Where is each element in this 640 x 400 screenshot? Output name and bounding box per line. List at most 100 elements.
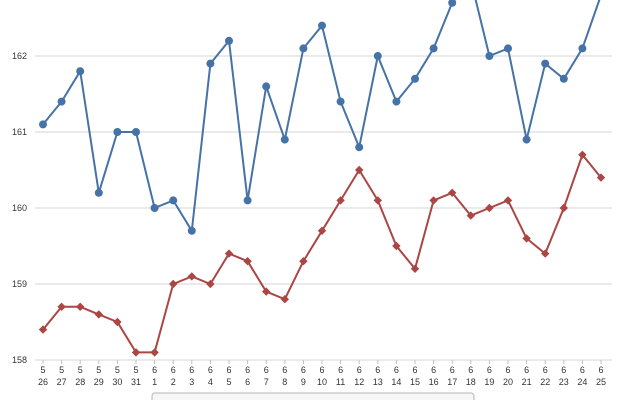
data-point [541, 59, 550, 68]
data-point [132, 128, 140, 136]
x-tick-month: 6 [468, 365, 473, 375]
x-tick-month: 5 [78, 365, 83, 375]
x-tick-day: 2 [171, 377, 176, 387]
x-tick-month: 6 [282, 365, 287, 375]
series-lower [38, 150, 606, 357]
data-point [169, 196, 178, 205]
data-point [485, 52, 494, 60]
x-tick-day: 17 [447, 377, 457, 387]
data-point [38, 325, 48, 334]
x-tick-month: 5 [115, 365, 120, 375]
x-tick-month: 6 [431, 365, 436, 375]
x-tick-day: 18 [466, 377, 476, 387]
x-axis-ticks: 5265275285295305316162636465666768696106… [38, 360, 606, 387]
x-tick-month: 6 [189, 365, 194, 375]
x-tick-day: 28 [75, 377, 85, 387]
data-point [392, 97, 401, 106]
x-tick-day: 11 [336, 377, 345, 387]
x-tick-day: 21 [522, 377, 532, 387]
series-upper [39, 0, 601, 235]
series-line-lower [42, 153, 602, 354]
x-tick-day: 8 [282, 377, 287, 387]
y-tick-label: 159 [12, 279, 27, 289]
x-tick-day: 6 [245, 377, 250, 387]
data-point [578, 44, 587, 53]
x-tick-month: 6 [598, 365, 603, 375]
data-point [503, 196, 513, 205]
x-tick-day: 10 [317, 377, 327, 387]
x-tick-month: 5 [133, 365, 138, 375]
x-tick-month: 6 [357, 365, 362, 375]
x-tick-day: 19 [484, 377, 494, 387]
data-point [131, 348, 141, 357]
x-tick-day: 7 [264, 377, 269, 387]
data-point [522, 234, 531, 243]
x-tick-day: 9 [301, 377, 306, 387]
x-tick-day: 24 [577, 377, 587, 387]
x-tick-day: 1 [152, 377, 157, 387]
data-point [243, 196, 252, 205]
data-point [504, 44, 512, 53]
data-point [355, 165, 364, 175]
data-point [429, 44, 438, 53]
data-point [57, 97, 66, 106]
data-point [76, 67, 85, 76]
data-point [94, 310, 103, 319]
data-point [411, 74, 419, 83]
x-tick-day: 25 [596, 377, 606, 387]
data-point [150, 204, 159, 212]
x-tick-month: 5 [40, 365, 45, 375]
data-point [299, 257, 308, 266]
data-point [39, 120, 47, 129]
data-point [113, 128, 122, 136]
x-tick-month: 6 [152, 365, 157, 375]
data-point [392, 241, 401, 251]
data-point [373, 52, 382, 60]
data-point [169, 279, 178, 289]
data-point [57, 302, 66, 311]
x-tick-month: 5 [96, 365, 101, 375]
x-tick-day: 16 [429, 377, 439, 387]
y-tick-label: 158 [12, 355, 27, 365]
x-tick-day: 5 [226, 377, 231, 387]
data-point [224, 249, 234, 258]
x-tick-day: 27 [57, 377, 67, 387]
data-point [317, 226, 327, 235]
x-tick-day: 26 [38, 377, 48, 387]
data-point [336, 196, 345, 205]
data-point [150, 348, 159, 357]
y-tick-label: 162 [12, 51, 27, 61]
y-axis-ticks: 158 159 160 161 162 [12, 51, 27, 365]
x-tick-month: 6 [208, 365, 213, 375]
data-point [448, 188, 457, 197]
x-tick-day: 31 [131, 377, 141, 387]
data-point [466, 211, 475, 220]
data-point [410, 264, 420, 273]
x-tick-month: 6 [171, 365, 176, 375]
x-tick-day: 20 [503, 377, 513, 387]
x-tick-month: 6 [561, 365, 566, 375]
x-tick-month: 6 [524, 365, 529, 375]
x-tick-day: 22 [540, 377, 550, 387]
data-point [522, 135, 531, 144]
data-point [559, 74, 568, 83]
range-scrollbar[interactable] [151, 392, 475, 400]
data-point [429, 196, 438, 205]
data-point [355, 143, 364, 152]
x-tick-day: 4 [208, 377, 213, 387]
data-point [187, 226, 196, 235]
data-point [485, 203, 494, 213]
x-tick-month: 6 [301, 365, 306, 375]
data-point [113, 317, 122, 327]
data-point [225, 36, 233, 45]
x-tick-month: 5 [59, 365, 64, 375]
data-point [280, 295, 289, 304]
data-point [596, 173, 606, 182]
x-tick-day: 30 [112, 377, 122, 387]
x-tick-month: 6 [264, 365, 269, 375]
x-tick-month: 6 [375, 365, 380, 375]
data-point [94, 188, 103, 197]
x-tick-month: 6 [450, 365, 455, 375]
data-point [318, 21, 326, 30]
data-point [280, 135, 289, 144]
